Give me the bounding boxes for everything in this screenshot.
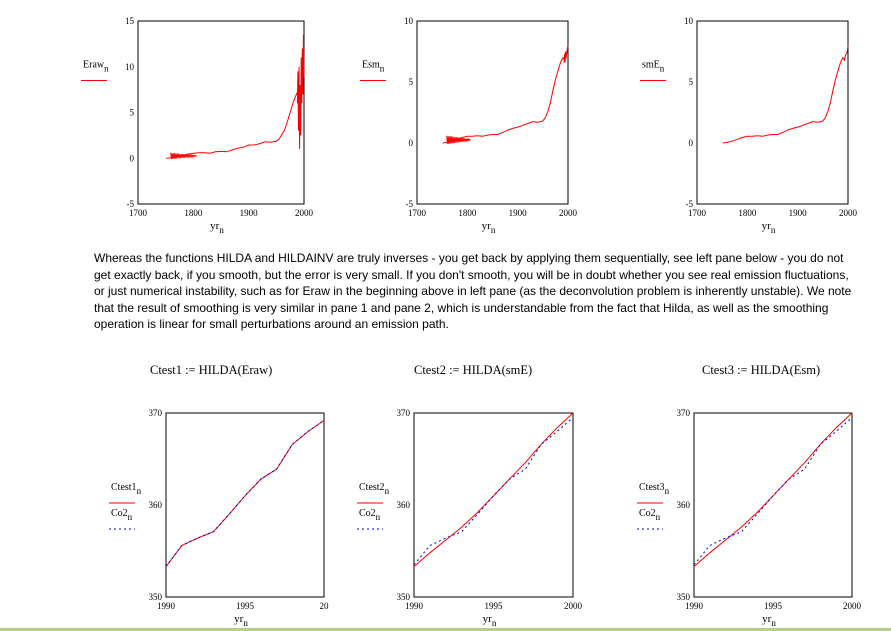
- y-tick-label: 370: [677, 408, 691, 418]
- ctest3-formula: Ctest3 := HILDA(Esm): [702, 363, 821, 377]
- bottom-divider: [0, 628, 891, 631]
- early-jitter-line: [446, 135, 471, 145]
- y-tick-label: 5: [689, 77, 694, 87]
- series-eraw-line: [166, 75, 305, 159]
- legend-label: Ctest1n: [111, 482, 142, 496]
- legend-label: Erawn: [83, 60, 109, 74]
- ctest1-formula: Ctest1 := HILDA(Eraw): [150, 363, 273, 377]
- plot-frame: [413, 412, 574, 598]
- y-tick-label: 360: [397, 500, 411, 510]
- legend-label: Co2n: [359, 508, 381, 522]
- series-co2-line: [413, 417, 574, 566]
- y-tick-label: 10: [684, 16, 694, 26]
- legend-label: Ctest2n: [359, 482, 390, 496]
- x-tick-label: 1990: [685, 601, 704, 611]
- x-tick-label: 2000: [564, 601, 583, 611]
- ctest2-formula: Ctest2 := HILDA(smE): [414, 363, 533, 377]
- x-tick-label: 2000: [843, 601, 862, 611]
- y-tick-label: 0: [409, 138, 414, 148]
- y-tick-label: 5: [409, 77, 414, 87]
- plot-frame: [696, 20, 849, 205]
- x-tick-label: 1800: [738, 208, 757, 218]
- late-wiggle-line: [563, 45, 569, 63]
- y-tick-label: 0: [689, 138, 694, 148]
- legend-label: Co2n: [111, 508, 133, 522]
- x-tick-label: 1700: [688, 208, 707, 218]
- x-tick-label: 1990: [157, 601, 176, 611]
- x-tick-label: 1990: [405, 601, 424, 611]
- x-tick-label: 20: [320, 601, 330, 611]
- explanation-paragraph: Whereas the functions HILDA and HILDAINV…: [94, 251, 852, 332]
- x-axis-label: yrn: [762, 613, 776, 628]
- y-tick-label: 360: [677, 500, 691, 510]
- y-tick-label: -5: [127, 199, 135, 209]
- x-tick-label: 1900: [509, 208, 528, 218]
- plot-frame: [416, 20, 569, 205]
- x-tick-label: 1995: [485, 601, 504, 611]
- x-tick-label: 1995: [236, 601, 255, 611]
- y-tick-label: -5: [406, 199, 414, 209]
- legend-label: Co2n: [639, 508, 661, 522]
- legend-label: Ctest3n: [639, 482, 670, 496]
- x-tick-label: 1900: [240, 208, 259, 218]
- y-tick-label: 350: [677, 592, 691, 602]
- x-tick-label: 1800: [458, 208, 477, 218]
- x-tick-label: 2000: [295, 208, 314, 218]
- plot-frame: [165, 412, 325, 598]
- y-tick-label: 370: [397, 408, 411, 418]
- late-oscillation-line: [296, 34, 305, 150]
- y-tick-label: 360: [149, 500, 163, 510]
- y-tick-label: 15: [125, 16, 135, 26]
- series-co2-line: [165, 419, 325, 567]
- y-tick-label: 0: [130, 153, 135, 163]
- series-sme-line: [722, 45, 849, 144]
- x-tick-label: 1800: [184, 208, 203, 218]
- x-tick-label: 1995: [764, 601, 783, 611]
- x-tick-label: 1700: [129, 208, 148, 218]
- y-tick-label: -5: [686, 199, 694, 209]
- x-tick-label: 1900: [789, 208, 808, 218]
- x-tick-label: 2000: [839, 208, 858, 218]
- y-tick-label: 350: [397, 592, 411, 602]
- y-tick-label: 5: [130, 108, 135, 118]
- series-esm-line: [442, 45, 569, 144]
- series-co2-line: [693, 417, 853, 566]
- legend-label: smEn: [642, 60, 665, 74]
- plot-frame: [693, 412, 853, 598]
- series-ctest3-line: [693, 412, 853, 567]
- x-tick-label: 2000: [559, 208, 578, 218]
- y-tick-label: 10: [404, 16, 414, 26]
- early-jitter-line: [170, 152, 197, 160]
- y-tick-label: 350: [149, 592, 163, 602]
- y-tick-label: 370: [149, 408, 163, 418]
- plot-frame: [137, 20, 305, 205]
- series-ctest2-line: [413, 412, 574, 567]
- legend-label: Esmn: [362, 60, 385, 74]
- x-tick-label: 1700: [408, 208, 427, 218]
- y-tick-label: 10: [125, 62, 135, 72]
